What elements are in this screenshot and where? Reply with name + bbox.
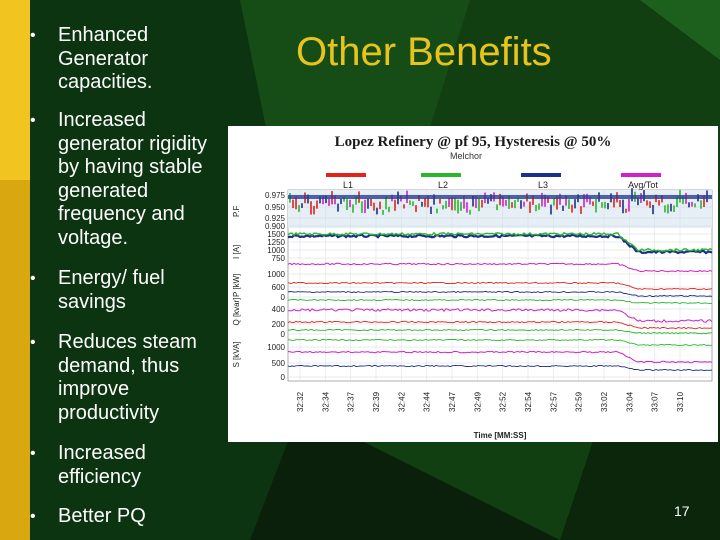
bullet-item: Increased generator rigidity by having s… — [30, 109, 230, 250]
panel-ylabel: Q [kvar] — [232, 297, 241, 325]
y-tick-label: 0 — [281, 293, 286, 302]
panel-ylabel: S [kVA] — [232, 341, 241, 367]
y-tick-label: 0 — [281, 330, 286, 339]
x-tick-label: 32:42 — [397, 391, 406, 412]
x-tick-label: 32:34 — [321, 391, 330, 412]
y-tick-label: 400 — [272, 305, 286, 314]
page-number: 17 — [674, 503, 690, 519]
pf-band — [288, 195, 712, 199]
x-tick-label: 32:44 — [423, 391, 432, 412]
chart-svg: Lopez Refinery @ pf 95, Hysteresis @ 50%… — [232, 134, 713, 440]
x-tick-label: 33:02 — [600, 391, 609, 412]
x-tick-label: 32:54 — [524, 391, 533, 412]
series-power-l3 — [287, 290, 713, 298]
x-tick-label: 32:49 — [473, 391, 482, 412]
series-current-avg — [287, 262, 713, 273]
legend-label: L1 — [343, 180, 353, 190]
y-tick-label: 0.975 — [265, 191, 286, 200]
series-apparent-avg — [287, 350, 713, 364]
chart-image: Lopez Refinery @ pf 95, Hysteresis @ 50%… — [228, 126, 718, 442]
x-tick-label: 33:10 — [676, 391, 685, 412]
y-tick-label: 600 — [272, 283, 286, 292]
x-tick-label: 32:52 — [499, 391, 508, 412]
x-tick-label: 32:39 — [372, 391, 381, 412]
bullet-item: Energy/ fuel savings — [30, 267, 230, 314]
legend-label: Avg/Tot — [628, 180, 658, 190]
legend-swatch — [621, 173, 661, 177]
series-reactive-avg — [288, 308, 713, 323]
y-tick-label: 1000 — [267, 343, 285, 352]
y-tick-label: 0.925 — [265, 214, 286, 223]
x-axis-label: Time [MM:SS] — [474, 431, 527, 440]
legend-swatch — [421, 173, 461, 177]
series-reactive-l2 — [287, 328, 713, 335]
y-tick-label: 0.950 — [265, 203, 286, 212]
legend-swatch — [326, 173, 366, 177]
x-tick-label: 32:57 — [549, 391, 558, 412]
y-tick-label: 1000 — [267, 246, 285, 255]
series-current-l2 — [287, 231, 713, 253]
y-tick-label: 750 — [272, 254, 286, 263]
x-tick-label: 32:37 — [347, 391, 356, 412]
accent-bar-lower — [0, 180, 30, 540]
legend-label: L2 — [438, 180, 448, 190]
series-apparent-l3 — [287, 364, 713, 371]
series-reactive-l1 — [287, 320, 713, 330]
slide-title: Other Benefits — [296, 30, 552, 74]
x-tick-label: 32:59 — [575, 391, 584, 412]
legend-label: L3 — [538, 180, 548, 190]
bullet-item: Reduces steam demand, thus improve produ… — [30, 331, 230, 425]
x-tick-label: 32:32 — [296, 391, 305, 412]
y-tick-label: 500 — [272, 359, 286, 368]
y-tick-label: 1000 — [267, 270, 285, 279]
series-apparent-l2 — [287, 338, 712, 347]
x-tick-label: 33:07 — [651, 391, 660, 412]
series-power-l1 — [287, 281, 713, 291]
y-tick-label: 1500 — [267, 230, 285, 239]
panel-ylabel: P [kW] — [232, 274, 241, 297]
x-tick-label: 32:47 — [448, 391, 457, 412]
chart-title: Lopez Refinery @ pf 95, Hysteresis @ 50% — [335, 134, 612, 150]
panel-ylabel: P.F — [232, 205, 241, 217]
bullet-item: Increased efficiency — [30, 442, 230, 489]
y-tick-label: 0 — [281, 373, 286, 382]
y-tick-label: 0.900 — [265, 222, 286, 231]
panel-ylabel: I [A] — [232, 245, 241, 259]
series-power-l2 — [287, 298, 712, 304]
x-tick-label: 33:04 — [625, 391, 634, 412]
chart-subtitle: Melchor — [450, 151, 482, 161]
y-tick-label: 1250 — [267, 238, 285, 247]
y-tick-label: 200 — [272, 320, 286, 329]
legend-swatch — [521, 173, 561, 177]
bullet-item: Enhanced Generator capacities. — [30, 24, 230, 95]
bullet-item: Better PQ — [30, 505, 146, 529]
